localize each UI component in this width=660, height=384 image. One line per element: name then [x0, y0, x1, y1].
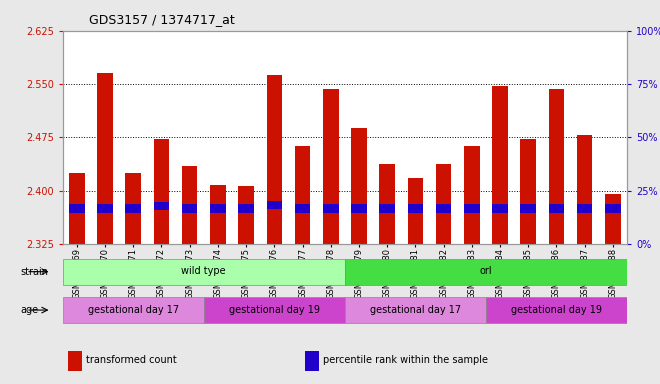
Bar [345, 259, 627, 285]
Bar [323, 204, 339, 213]
Text: wild type: wild type [182, 266, 226, 276]
Bar [492, 204, 508, 213]
Bar [521, 204, 536, 213]
Bar [436, 164, 451, 244]
Bar [306, 351, 319, 371]
Bar [408, 178, 423, 244]
Bar [408, 204, 423, 213]
Bar [154, 139, 169, 244]
Bar [345, 297, 486, 323]
Bar [295, 146, 310, 244]
Text: gestational day 19: gestational day 19 [229, 305, 320, 314]
Bar [69, 173, 84, 244]
Text: gestational day 17: gestational day 17 [370, 305, 461, 314]
Bar [379, 204, 395, 213]
Bar [238, 204, 254, 213]
Bar [238, 185, 254, 244]
Text: percentile rank within the sample: percentile rank within the sample [323, 355, 488, 365]
Bar [351, 204, 367, 213]
Text: gestational day 19: gestational day 19 [511, 305, 602, 314]
Bar [97, 204, 113, 213]
Bar [204, 297, 345, 323]
Bar [521, 139, 536, 244]
Bar [486, 297, 627, 323]
Bar [267, 75, 282, 244]
Bar [351, 128, 367, 244]
Bar [605, 204, 620, 213]
Text: strain: strain [20, 266, 48, 277]
Bar [97, 73, 113, 244]
Text: transformed count: transformed count [86, 355, 177, 365]
Bar [323, 89, 339, 244]
Text: age: age [20, 305, 38, 315]
Bar [436, 204, 451, 213]
Bar [492, 86, 508, 244]
Bar [69, 351, 82, 371]
Bar [210, 185, 226, 244]
Bar [182, 204, 197, 213]
Bar [125, 173, 141, 244]
Bar [605, 194, 620, 244]
Bar [577, 135, 593, 244]
Text: gestational day 17: gestational day 17 [88, 305, 179, 314]
Bar [210, 204, 226, 213]
Bar [577, 204, 593, 213]
Text: GDS3157 / 1374717_at: GDS3157 / 1374717_at [89, 13, 235, 26]
Bar [69, 204, 84, 213]
Bar [154, 202, 169, 210]
Bar [548, 89, 564, 244]
Bar [267, 200, 282, 209]
Bar [464, 204, 480, 213]
Bar [548, 204, 564, 213]
Bar [63, 297, 204, 323]
Bar [295, 204, 310, 213]
Bar [63, 259, 345, 285]
Bar [182, 166, 197, 244]
Bar [464, 146, 480, 244]
Text: orl: orl [480, 266, 492, 276]
Bar [125, 204, 141, 213]
Bar [379, 164, 395, 244]
